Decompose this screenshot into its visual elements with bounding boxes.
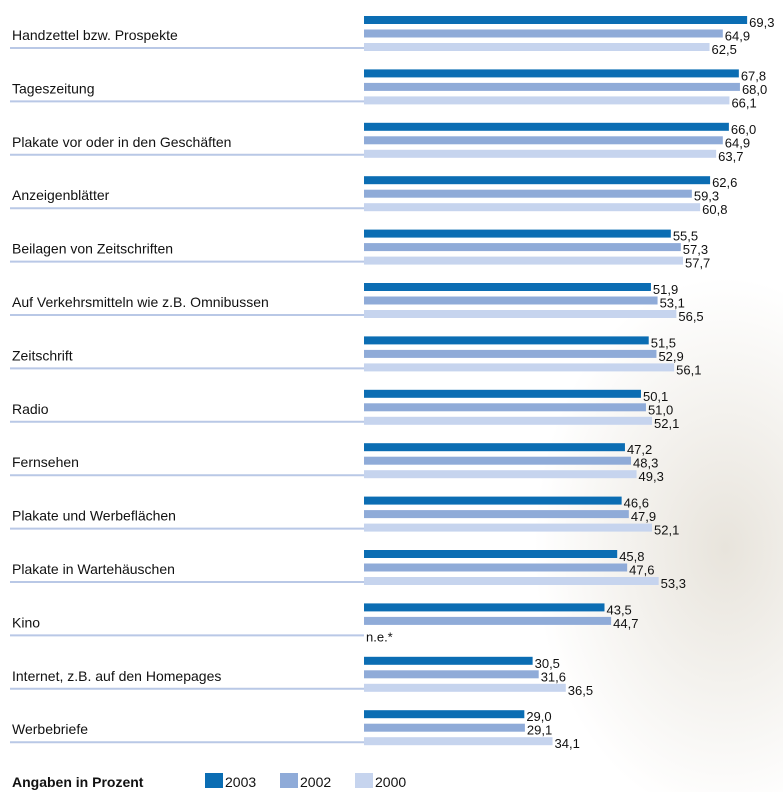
chart: Angaben in Prozent Handzettel bzw. Prosp…	[0, 0, 783, 792]
category-label: Plakate und Werbeflächen	[12, 508, 176, 524]
category-label: Beilagen von Zeitschriften	[12, 241, 173, 257]
bar	[364, 43, 710, 51]
bar	[364, 510, 629, 518]
legend-label: 2003	[225, 774, 256, 790]
category-label: Kino	[12, 614, 40, 630]
legend-swatch	[205, 773, 223, 788]
value-label: 57,7	[685, 256, 710, 271]
bar	[364, 577, 659, 585]
bar	[364, 497, 622, 505]
bar	[364, 230, 671, 238]
value-label: n.e.*	[366, 629, 393, 644]
bar	[364, 297, 658, 305]
category-label: Auf Verkehrsmitteln wie z.B. Omnibussen	[12, 294, 269, 310]
legend-title: Angaben in Prozent	[12, 774, 144, 790]
bar	[364, 176, 710, 184]
bar	[364, 617, 611, 625]
legend-swatch	[355, 773, 373, 788]
bar	[364, 657, 533, 665]
value-label: 49,3	[639, 469, 664, 484]
bar	[364, 350, 656, 358]
bar	[364, 310, 676, 318]
bar	[364, 564, 627, 572]
bar	[364, 710, 524, 718]
category-label: Plakate in Wartehäuschen	[12, 561, 175, 577]
value-label: 29,1	[527, 723, 552, 738]
bar	[364, 524, 652, 532]
value-label: 69,3	[749, 15, 774, 30]
category-label: Internet, z.B. auf den Homepages	[12, 668, 221, 684]
bar	[364, 83, 740, 91]
bar	[364, 550, 617, 558]
legend-label: 2000	[375, 774, 406, 790]
value-label: 62,5	[712, 42, 737, 57]
value-label: 47,9	[631, 509, 656, 524]
bar	[364, 363, 674, 371]
legend-swatch	[280, 773, 298, 788]
category-label: Anzeigenblätter	[12, 187, 110, 203]
legend-label: 2002	[300, 774, 331, 790]
value-label: 66,1	[731, 95, 756, 110]
bar	[364, 443, 625, 451]
bar	[364, 603, 604, 611]
bar	[364, 136, 723, 144]
value-label: 63,7	[718, 149, 743, 164]
bar	[364, 243, 681, 251]
value-label: 31,6	[541, 669, 566, 684]
bar	[364, 69, 739, 77]
value-label: 34,1	[555, 736, 580, 751]
bar	[364, 417, 652, 425]
value-label: 56,1	[676, 362, 701, 377]
bar	[364, 16, 747, 24]
category-label: Plakate vor oder in den Geschäften	[12, 134, 231, 150]
bar	[364, 30, 723, 38]
value-label: 47,6	[629, 563, 654, 578]
bar	[364, 257, 683, 265]
category-label: Handzettel bzw. Prospekte	[12, 27, 178, 43]
bar	[364, 190, 692, 198]
bar	[364, 203, 700, 211]
bar	[364, 737, 553, 745]
bar	[364, 123, 729, 131]
bar	[364, 403, 646, 411]
category-label: Radio	[12, 401, 49, 417]
category-label: Werbebriefe	[12, 721, 88, 737]
value-label: 36,5	[568, 683, 593, 698]
bar	[364, 470, 637, 478]
bar	[364, 283, 651, 291]
bar	[364, 457, 631, 465]
bar	[364, 724, 525, 732]
value-label: 52,1	[654, 523, 679, 538]
bar	[364, 96, 729, 104]
category-label: Zeitschrift	[12, 347, 73, 363]
bar	[364, 150, 716, 158]
value-label: 53,3	[661, 576, 686, 591]
bar	[364, 670, 539, 678]
bar	[364, 684, 566, 692]
value-label: 60,8	[702, 202, 727, 217]
value-label: 52,1	[654, 416, 679, 431]
category-label: Tageszeitung	[12, 80, 95, 96]
category-label: Fernsehen	[12, 454, 79, 470]
bar	[364, 390, 641, 398]
value-label: 44,7	[613, 616, 638, 631]
bar	[364, 336, 649, 344]
value-label: 56,5	[678, 309, 703, 324]
